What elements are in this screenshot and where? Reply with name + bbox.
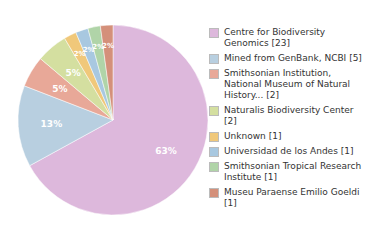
svg-text:5%: 5%	[65, 68, 80, 78]
html-text:Genomics [23]: Genomics [23]	[224, 38, 290, 48]
html-text:Smithsonian Tropical Research: Smithsonian Tropical Research	[224, 161, 362, 171]
svg-text:2%: 2%	[73, 49, 86, 58]
html-text:Universidad de los Andes [1]: Universidad de los Andes [1]	[224, 146, 354, 156]
html-text:Naturalis Biodiversity Center: Naturalis Biodiversity Center [2]	[224, 105, 354, 126]
html-text:Mined from GenBank, NCBI [5]: Mined from GenBank, NCBI [5]	[224, 53, 362, 63]
svg-text:2%: 2%	[92, 43, 105, 52]
svg-text:2%: 2%	[102, 42, 114, 50]
svg-text:5%: 5%	[52, 84, 67, 94]
html-text:Institute [1]: Institute [1]	[224, 172, 277, 182]
html-text:History... [2]: History... [2]	[224, 90, 279, 100]
html-text:Centre for Biodiversity: Centre for Biodiversity	[224, 27, 326, 37]
html-text:Unknown [1]: Unknown [1]	[224, 131, 282, 141]
svg-text:63%: 63%	[155, 146, 177, 156]
svg-text:13%: 13%	[41, 119, 63, 129]
html-text:Smithsonian Institution,: Smithsonian Institution,	[224, 68, 332, 78]
html-text:Museu Paraense Emilio Goeldi [: Museu Paraense Emilio Goeldi [1]	[224, 187, 360, 208]
svg-text:2%: 2%	[82, 46, 95, 54]
html-text:National Museum of Natural: National Museum of Natural	[224, 79, 351, 89]
